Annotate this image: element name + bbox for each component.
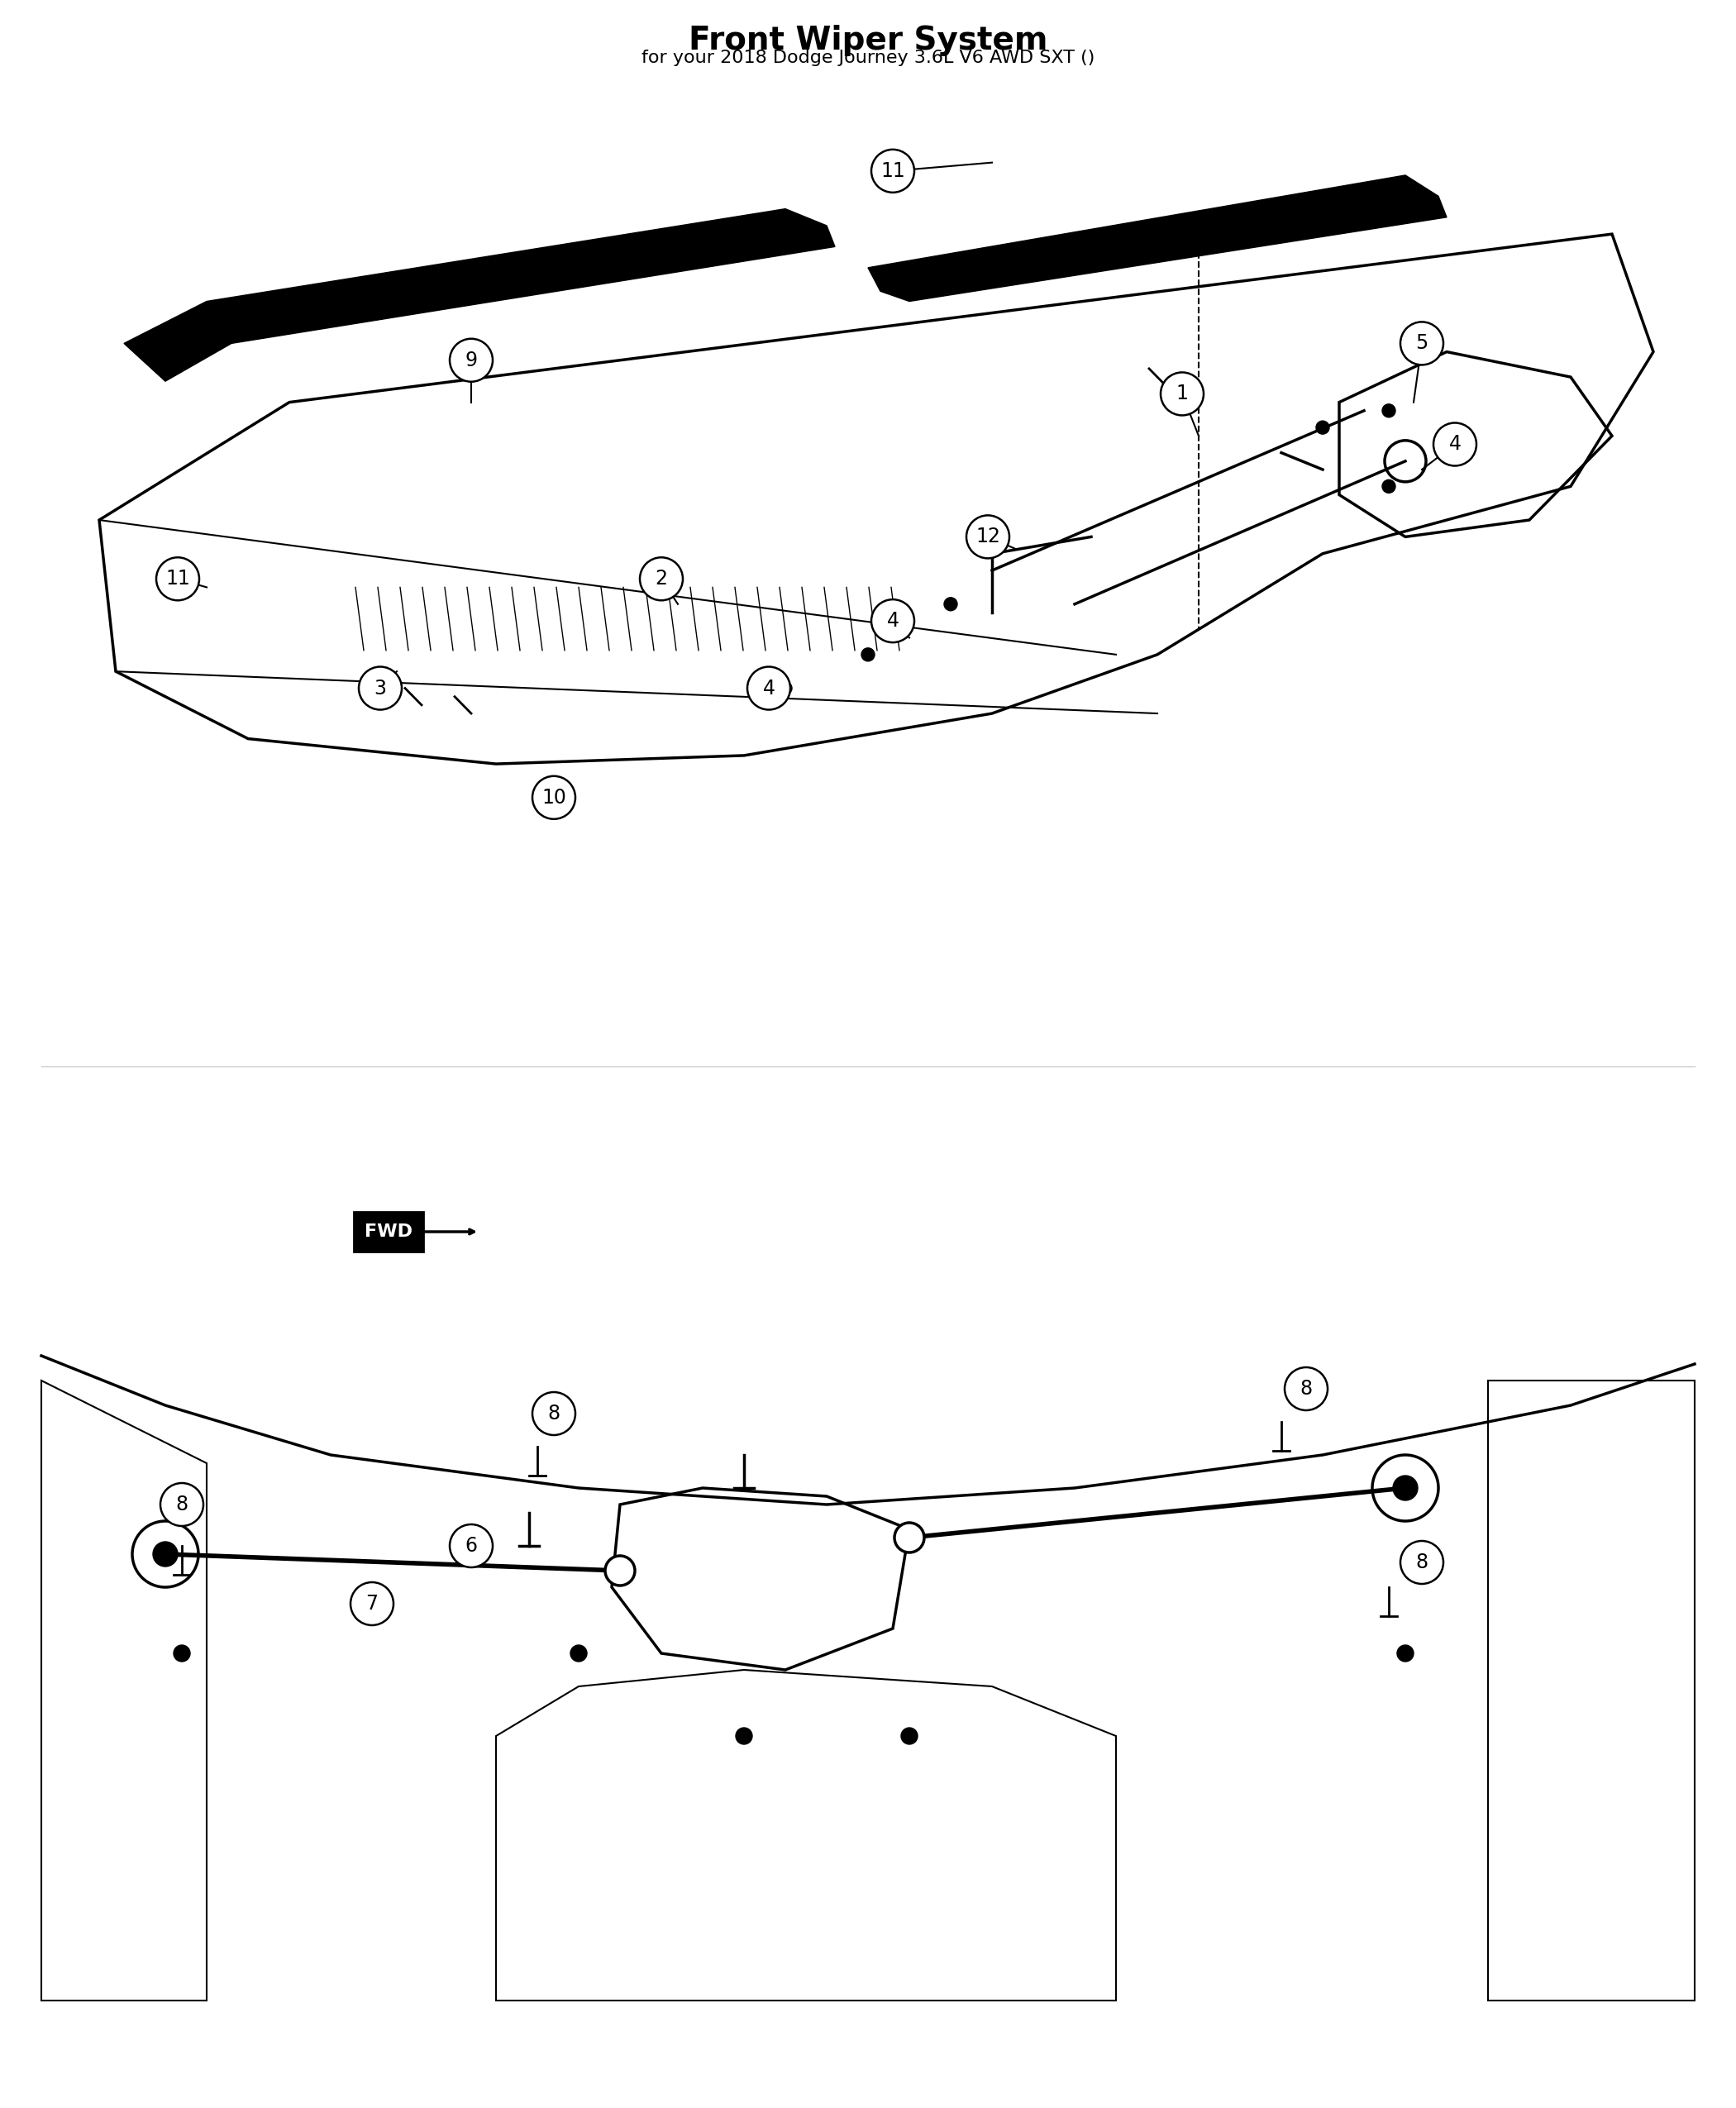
Circle shape	[1401, 1541, 1443, 1583]
Circle shape	[156, 557, 200, 601]
FancyBboxPatch shape	[354, 1212, 424, 1252]
Circle shape	[641, 557, 682, 601]
Text: 2: 2	[654, 569, 668, 588]
Text: 8: 8	[1300, 1379, 1312, 1400]
Circle shape	[533, 1391, 575, 1436]
Text: 11: 11	[880, 160, 904, 181]
Text: for your 2018 Dodge Journey 3.6L V6 AWD SXT (): for your 2018 Dodge Journey 3.6L V6 AWD …	[641, 51, 1095, 65]
Text: 10: 10	[542, 788, 566, 807]
Circle shape	[746, 666, 790, 710]
Circle shape	[1285, 1368, 1328, 1410]
Circle shape	[174, 1644, 191, 1661]
Circle shape	[871, 599, 915, 643]
Polygon shape	[868, 175, 1446, 301]
Circle shape	[351, 1583, 394, 1625]
Circle shape	[1397, 1644, 1413, 1661]
Circle shape	[1392, 1476, 1418, 1501]
Circle shape	[901, 1729, 918, 1743]
Circle shape	[450, 1524, 493, 1568]
Text: 8: 8	[547, 1404, 561, 1423]
Circle shape	[1382, 405, 1396, 417]
Circle shape	[450, 339, 493, 382]
Circle shape	[894, 1522, 924, 1551]
Circle shape	[160, 1484, 203, 1526]
Text: 11: 11	[165, 569, 189, 588]
Circle shape	[359, 666, 401, 710]
Text: 4: 4	[887, 611, 899, 630]
Circle shape	[1441, 438, 1453, 451]
Circle shape	[1401, 323, 1443, 365]
Circle shape	[1434, 424, 1476, 466]
Text: Front Wiper System: Front Wiper System	[689, 25, 1047, 57]
Text: 8: 8	[1415, 1551, 1429, 1573]
Polygon shape	[123, 209, 835, 382]
Circle shape	[871, 150, 915, 192]
Text: 4: 4	[1450, 434, 1462, 453]
Text: 1: 1	[1175, 384, 1187, 405]
Text: 7: 7	[366, 1594, 378, 1613]
Circle shape	[606, 1556, 635, 1585]
Circle shape	[944, 597, 957, 611]
Text: 8: 8	[175, 1495, 187, 1514]
Circle shape	[1161, 373, 1203, 415]
Circle shape	[967, 514, 1009, 559]
Circle shape	[1316, 422, 1330, 434]
Circle shape	[861, 647, 875, 662]
Circle shape	[533, 776, 575, 820]
Text: 9: 9	[465, 350, 477, 371]
Circle shape	[1382, 481, 1396, 493]
Text: 6: 6	[465, 1537, 477, 1556]
Text: 3: 3	[373, 679, 387, 698]
Text: FWD: FWD	[365, 1223, 413, 1240]
Text: 5: 5	[1415, 333, 1429, 354]
Text: 12: 12	[976, 527, 1000, 546]
Circle shape	[736, 1729, 752, 1743]
Circle shape	[571, 1644, 587, 1661]
Text: 4: 4	[762, 679, 774, 698]
Circle shape	[153, 1541, 177, 1566]
Circle shape	[779, 681, 792, 696]
